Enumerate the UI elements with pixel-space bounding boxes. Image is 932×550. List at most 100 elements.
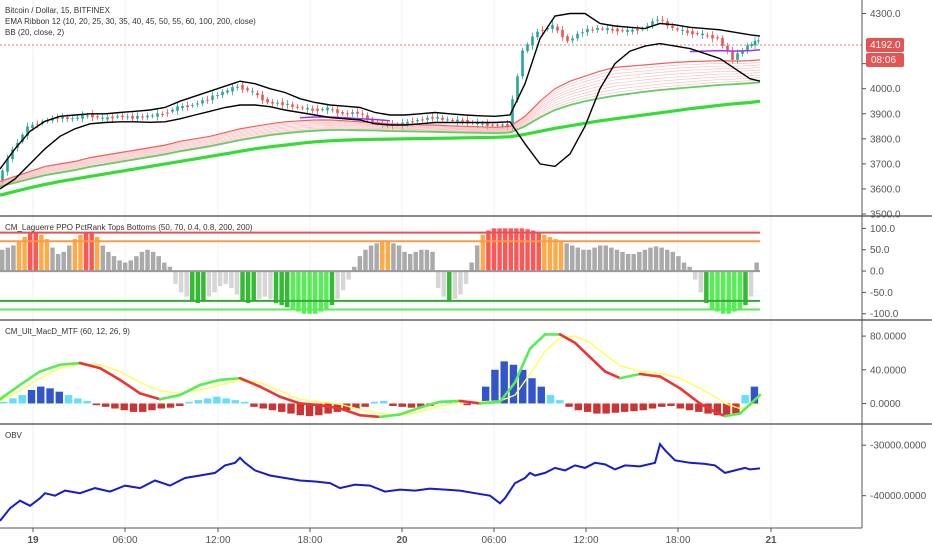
pctrank-bar bbox=[357, 256, 363, 272]
macd-hist-bar bbox=[231, 400, 240, 404]
candle-body bbox=[301, 107, 304, 109]
candle-body bbox=[126, 116, 129, 118]
pctrank-bar bbox=[424, 249, 430, 272]
pctrank-bar bbox=[100, 245, 106, 272]
candle-body bbox=[231, 87, 234, 92]
candle-body bbox=[706, 35, 709, 37]
candle-body bbox=[616, 28, 619, 32]
pctrank-bar bbox=[44, 239, 50, 272]
pctrank-bar bbox=[167, 266, 173, 272]
candle-body bbox=[621, 30, 624, 32]
y-axis-ticks: 4300.04100.04000.03900.03800.03700.03600… bbox=[862, 9, 927, 502]
y-tick-label: -50.0 bbox=[870, 288, 893, 299]
pctrank-bar bbox=[55, 254, 61, 272]
pctrank-bar bbox=[609, 247, 614, 272]
macd-hist-bar bbox=[83, 400, 91, 404]
y-tick-label: 4300.0 bbox=[870, 9, 901, 20]
macd-hist-bar bbox=[74, 398, 82, 404]
candle-body bbox=[456, 119, 459, 122]
candle-body bbox=[91, 113, 94, 118]
pctrank-bar bbox=[726, 271, 731, 314]
pctrank-bar bbox=[340, 271, 346, 291]
candle-body bbox=[661, 19, 664, 21]
pctrank-bar bbox=[597, 245, 603, 272]
ema-ribbon-line bbox=[0, 69, 761, 184]
macd-line-segment bbox=[18, 370, 42, 387]
pctrank-bar bbox=[229, 271, 234, 289]
macd-hist-bar bbox=[305, 403, 314, 417]
candle-body bbox=[311, 108, 314, 111]
candle-body bbox=[436, 117, 439, 119]
x-axis-ticks: 19 06:00 12:00 18:00 20 06:00 12:00 18:00 21 bbox=[27, 528, 777, 546]
pctrank-bar bbox=[78, 234, 83, 272]
pctrank-bar bbox=[273, 271, 279, 304]
candle-body bbox=[226, 90, 229, 93]
pctrank-bar bbox=[458, 271, 463, 295]
pctrank-bar bbox=[603, 245, 608, 272]
ema-ribbon-cross bbox=[299, 116, 391, 122]
pctrank-bar bbox=[648, 247, 653, 272]
pctrank-lines bbox=[0, 231, 760, 311]
candle-body bbox=[171, 109, 174, 112]
macd-hist-bar bbox=[722, 403, 731, 417]
pctrank-bar bbox=[625, 254, 631, 272]
candle-body bbox=[626, 29, 629, 32]
pctrank-bar bbox=[653, 246, 659, 272]
macd-line-segment bbox=[58, 361, 82, 367]
macd-hist-bar bbox=[324, 403, 332, 414]
candle-body bbox=[116, 116, 119, 118]
macd-hist-bar bbox=[593, 403, 601, 414]
macd-line-segment bbox=[158, 393, 182, 401]
y-tick-label: -30000.0000 bbox=[870, 441, 927, 452]
candle-body bbox=[631, 29, 634, 32]
macd-line-segment bbox=[588, 355, 607, 373]
pctrank-bar bbox=[324, 271, 329, 310]
candle-body bbox=[296, 106, 299, 108]
candle-body bbox=[411, 121, 414, 123]
candle-body bbox=[11, 149, 14, 160]
macd-hist-bar bbox=[602, 403, 610, 414]
ema-fast-line bbox=[0, 59, 761, 182]
macd-hist-bar bbox=[537, 386, 545, 404]
macd-line-segment bbox=[418, 400, 442, 409]
macd-hist-bar bbox=[166, 403, 175, 408]
pctrank-bar bbox=[732, 271, 737, 312]
candle-body bbox=[1, 170, 4, 182]
candle-body bbox=[31, 124, 34, 129]
candle-body bbox=[156, 113, 159, 117]
ema-100-line bbox=[0, 81, 761, 188]
macd-hist-bar bbox=[111, 403, 119, 409]
pctrank-bar bbox=[681, 262, 687, 272]
pctrank-bar bbox=[156, 256, 161, 272]
pctrank-bar bbox=[463, 271, 469, 284]
candle-body bbox=[121, 115, 124, 118]
pctrank-bar bbox=[469, 262, 474, 272]
pctrank-bar bbox=[352, 266, 357, 272]
pctrank-bar bbox=[709, 271, 715, 310]
pctrank-bar bbox=[413, 251, 418, 272]
ema-ribbon-line bbox=[0, 77, 761, 186]
y-tick-label: 3500.0 bbox=[870, 210, 901, 221]
macd-hist-bar bbox=[713, 403, 722, 416]
candle-body bbox=[476, 122, 479, 125]
pctrank-bar bbox=[491, 228, 497, 272]
legend-symbol: Bitcoin / Dollar, 15, BITFINEX bbox=[5, 6, 111, 15]
macd-hist-bar bbox=[129, 403, 138, 412]
macd-line-segment bbox=[258, 385, 282, 399]
macd-hist-bar bbox=[64, 395, 73, 404]
candle-body bbox=[81, 115, 84, 119]
macd-line-segment bbox=[318, 403, 342, 410]
pctrank-bar bbox=[486, 230, 491, 272]
candle-body bbox=[561, 29, 564, 38]
pctrank-bar bbox=[452, 271, 458, 299]
candle-body bbox=[21, 134, 24, 142]
candle-body bbox=[757, 40, 760, 42]
candle-body bbox=[351, 112, 354, 114]
candle-body bbox=[421, 119, 424, 121]
pctrank-bar bbox=[262, 271, 268, 297]
macd-hist-bar bbox=[519, 369, 527, 404]
pctrank-bar bbox=[201, 271, 206, 301]
pctrank-bar bbox=[407, 254, 413, 272]
pctrank-bar bbox=[402, 251, 407, 272]
pctrank-bar bbox=[441, 271, 446, 297]
